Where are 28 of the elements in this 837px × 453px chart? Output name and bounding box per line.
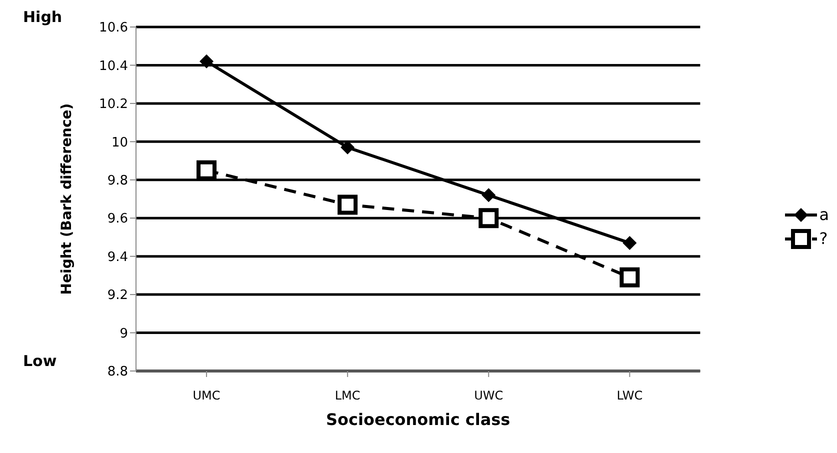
x-tick-label: LMC [334,388,360,403]
y-tick-label: 9 [120,326,128,342]
point [200,54,214,68]
legend-label: ? [819,229,828,248]
point [338,194,358,215]
text: High [23,8,62,26]
point [340,140,355,154]
y-tick-label: 10.2 [99,97,128,112]
y-axis-title: Height (Bark difference) [58,103,75,295]
y-tick-label: 10.4 [99,58,128,74]
y-tick-label: 9.6 [107,212,128,227]
x-axis-title: Socioeconomic class [326,410,510,429]
point [622,236,637,250]
legend-label: a [819,205,829,224]
y-tick-label: 10.6 [99,20,128,36]
y-tick-label: 9.8 [107,174,128,189]
x-tick-label: LWC [616,388,643,403]
point [482,188,496,202]
y-tick-label: 9.4 [107,250,128,265]
x-tick-label: UMC [192,388,220,403]
y-tick-label: 8.8 [107,364,128,380]
y-tick-label: 10 [111,135,128,150]
point [620,267,640,288]
x-tick-label: UWC [474,388,504,403]
point [478,208,499,228]
point [196,160,217,180]
text: Low [23,352,57,370]
y-tick-label: 9.2 [107,288,128,304]
